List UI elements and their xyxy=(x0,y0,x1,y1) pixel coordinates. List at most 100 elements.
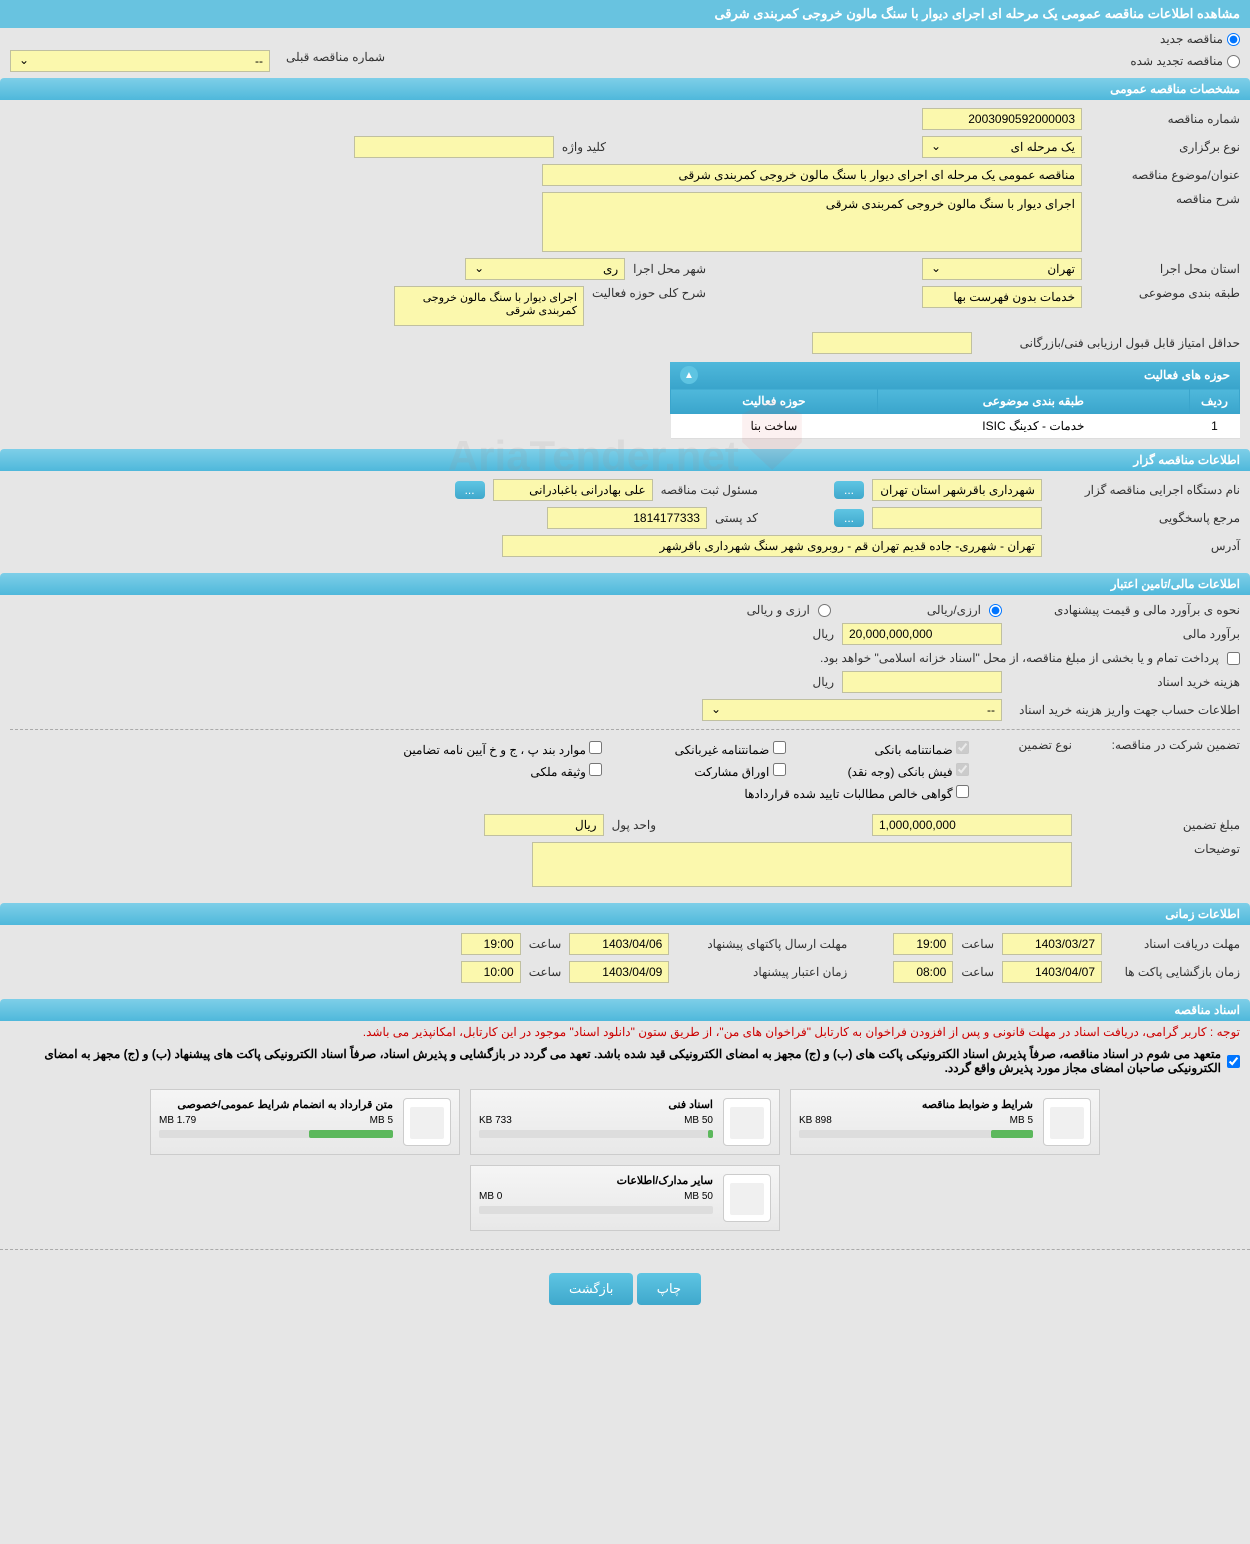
deposit-info-select[interactable]: -- xyxy=(702,699,1002,721)
guarantee-label: تضمین شرکت در مناقصه: xyxy=(1080,738,1240,752)
responder-browse-button[interactable]: ... xyxy=(834,509,864,527)
currency-both-radio[interactable] xyxy=(818,604,831,617)
opening-date[interactable]: 1403/04/07 xyxy=(1002,961,1102,983)
estimate-method-label: نحوه ی برآورد مالی و قیمت پیشنهادی xyxy=(1010,603,1240,617)
treasury-checkbox[interactable] xyxy=(1227,652,1240,665)
property-check[interactable] xyxy=(589,763,602,776)
address-label: آدرس xyxy=(1050,539,1240,553)
address-field: تهران - شهرری- جاده قدیم تهران قم - روبر… xyxy=(502,535,1042,557)
folder-icon xyxy=(1043,1098,1091,1146)
documents-section-header: اسناد مناقصه xyxy=(0,999,1250,1021)
keyword-label: کلید واژه xyxy=(562,140,606,154)
currency-rial-radio[interactable] xyxy=(989,604,1002,617)
general-section: شماره مناقصه 2003090592000003 نوع برگزار… xyxy=(0,100,1250,447)
doc-deadline-time[interactable]: 19:00 xyxy=(893,933,953,955)
description-label: شرح مناقصه xyxy=(1090,192,1240,206)
nonbank-guarantee-check[interactable] xyxy=(773,741,786,754)
commitment-checkbox[interactable] xyxy=(1227,1055,1240,1068)
validity-date[interactable]: 1403/04/09 xyxy=(569,961,669,983)
currency-unit-field: ریال xyxy=(484,814,604,836)
activity-table: ردیف طبقه بندی موضوعی حوزه فعالیت 1 خدما… xyxy=(670,388,1240,439)
doc-deadline-date[interactable]: 1403/03/27 xyxy=(1002,933,1102,955)
guarantee-amount-label: مبلغ تضمین xyxy=(1080,818,1240,832)
folder-icon xyxy=(723,1098,771,1146)
subject-label: عنوان/موضوع مناقصه xyxy=(1090,168,1240,182)
folder-icon xyxy=(723,1174,771,1222)
holding-type-select[interactable]: یک مرحله ای xyxy=(922,136,1082,158)
org-browse-button[interactable]: ... xyxy=(834,481,864,499)
subject-field: مناقصه عمومی یک مرحله ای اجرای دیوار با … xyxy=(542,164,1082,186)
opening-time[interactable]: 08:00 xyxy=(893,961,953,983)
province-label: استان محل اجرا xyxy=(1090,262,1240,276)
currency-rial-label: ارزی/ریالی xyxy=(927,603,981,617)
doc-grid: شرایط و ضوابط مناقصه 5 MB898 KB اسناد فن… xyxy=(0,1079,1250,1241)
estimate-label: برآورد مالی xyxy=(1010,627,1240,641)
page-title: مشاهده اطلاعات مناقصه عمومی یک مرحله ای … xyxy=(0,0,1250,28)
receivables-check[interactable] xyxy=(956,785,969,798)
organizer-section-header: اطلاعات مناقصه گزار xyxy=(0,449,1250,471)
bank-guarantee-check[interactable] xyxy=(956,741,969,754)
responder-field[interactable] xyxy=(872,507,1042,529)
submit-deadline-time[interactable]: 19:00 xyxy=(461,933,521,955)
responder-label: مرجع پاسخگویی xyxy=(1050,511,1240,525)
city-label: شهر محل اجرا xyxy=(633,262,706,276)
regulation-check[interactable] xyxy=(589,741,602,754)
treasury-note: پرداخت تمام و یا بخشی از مبلغ مناقصه، از… xyxy=(820,651,1219,665)
keyword-field[interactable] xyxy=(354,136,554,158)
general-section-header: مشخصات مناقصه عمومی xyxy=(0,78,1250,100)
guarantee-amount-field[interactable]: 1,000,000,000 xyxy=(872,814,1072,836)
bank-receipt-check[interactable] xyxy=(956,763,969,776)
print-button[interactable]: چاپ xyxy=(637,1273,701,1305)
org-name-field: شهرداری باقرشهر استان تهران xyxy=(872,479,1042,501)
submit-deadline-date[interactable]: 1403/04/06 xyxy=(569,933,669,955)
province-select[interactable]: تهران xyxy=(922,258,1082,280)
notice-red: توجه : کاربر گرامی، دریافت اسناد در مهلت… xyxy=(0,1021,1250,1043)
postal-code-field: 1814177333 xyxy=(547,507,707,529)
registrar-label: مسئول ثبت مناقصه xyxy=(661,483,758,497)
collapse-icon[interactable]: ▲ xyxy=(680,366,698,384)
time-section-header: اطلاعات زمانی xyxy=(0,903,1250,925)
activity-table-wrapper: حوزه های فعالیت ▲ ردیف طبقه بندی موضوعی … xyxy=(670,362,1240,439)
guarantee-type-label: نوع تضمین xyxy=(987,738,1072,752)
doc-cost-field[interactable] xyxy=(842,671,1002,693)
org-name-label: نام دستگاه اجرایی مناقصه گزار xyxy=(1050,483,1240,497)
description-field[interactable]: اجرای دیوار با سنگ مالون خروجی کمربندی ش… xyxy=(542,192,1082,252)
currency-unit-label: واحد پول xyxy=(612,818,656,832)
validity-time[interactable]: 10:00 xyxy=(461,961,521,983)
submit-deadline-label: مهلت ارسال پاکتهای پیشنهاد xyxy=(677,937,847,951)
tender-type-radio-group: مناقصه جدید xyxy=(0,28,1250,50)
registrar-field: علی بهادرانی باغبادرانی xyxy=(493,479,653,501)
validity-label: زمان اعتبار پیشنهاد xyxy=(677,965,847,979)
activity-scope-label: شرح کلی حوزه فعالیت xyxy=(592,286,706,300)
table-row: 1 خدمات - کدینگ ISIC ساخت بنا xyxy=(671,414,1240,439)
documents-section: توجه : کاربر گرامی، دریافت اسناد در مهلت… xyxy=(0,1021,1250,1320)
doc-card[interactable]: شرایط و ضوابط مناقصه 5 MB898 KB xyxy=(790,1089,1100,1155)
bonds-check[interactable] xyxy=(773,763,786,776)
classification-label: طبقه بندی موضوعی xyxy=(1090,286,1240,300)
estimate-field[interactable]: 20,000,000,000 xyxy=(842,623,1002,645)
doc-card[interactable]: سایر مدارک/اطلاعات 50 MB0 MB xyxy=(470,1165,780,1231)
postal-code-label: کد پستی xyxy=(715,511,758,525)
min-score-field[interactable] xyxy=(812,332,972,354)
deposit-info-label: اطلاعات حساب جهت واریز هزینه خرید اسناد xyxy=(1010,703,1240,717)
financial-section-header: اطلاعات مالی/تامین اعتبار xyxy=(0,573,1250,595)
registrar-browse-button[interactable]: ... xyxy=(455,481,485,499)
classification-field: خدمات بدون فهرست بها xyxy=(922,286,1082,308)
prev-number-select[interactable]: -- xyxy=(10,50,270,72)
col-activity: حوزه فعالیت xyxy=(671,389,878,414)
city-select[interactable]: ری xyxy=(465,258,625,280)
doc-card[interactable]: اسناد فنی 50 MB733 KB xyxy=(470,1089,780,1155)
doc-card[interactable]: متن قرارداد به انضمام شرایط عمومی/خصوصی … xyxy=(150,1089,460,1155)
new-tender-radio[interactable] xyxy=(1227,33,1240,46)
tender-number-label: شماره مناقصه xyxy=(1090,112,1240,126)
financial-section: نحوه ی برآورد مالی و قیمت پیشنهادی ارزی/… xyxy=(0,595,1250,901)
col-classification: طبقه بندی موضوعی xyxy=(877,389,1189,414)
renewed-tender-radio[interactable] xyxy=(1227,55,1240,68)
currency-unit: ریال xyxy=(812,627,834,641)
doc-cost-label: هزینه خرید اسناد xyxy=(1010,675,1240,689)
folder-icon xyxy=(403,1098,451,1146)
currency-both-label: ارزی و ریالی xyxy=(747,603,810,617)
notes-field[interactable] xyxy=(532,842,1072,887)
organizer-section: نام دستگاه اجرایی مناقصه گزار شهرداری با… xyxy=(0,471,1250,571)
back-button[interactable]: بازگشت xyxy=(549,1273,633,1305)
